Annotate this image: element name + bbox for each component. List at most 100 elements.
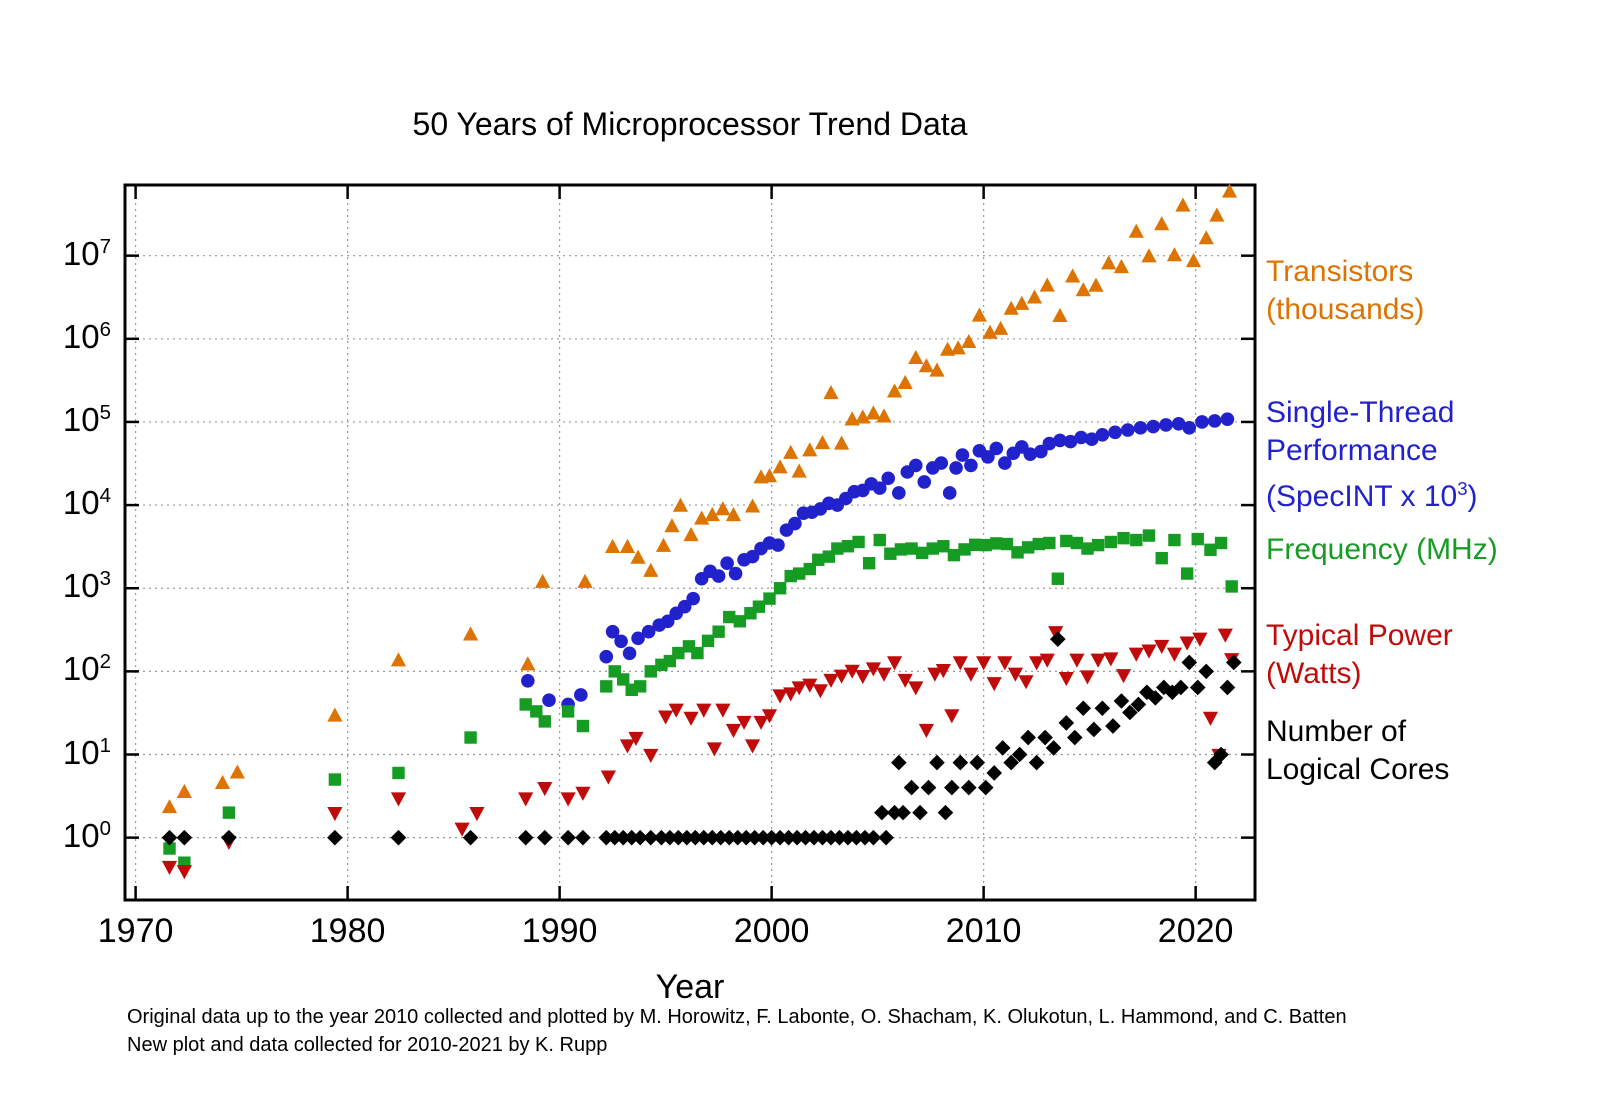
data-point-diamond — [1189, 679, 1206, 696]
data-point-square — [1043, 536, 1056, 550]
data-point-circle — [677, 599, 692, 614]
data-point-triangle-down — [976, 656, 992, 671]
data-point-square — [958, 543, 971, 556]
data-point-triangle-up — [744, 498, 761, 513]
data-point-triangle-down — [706, 742, 722, 757]
data-point-diamond — [831, 829, 848, 846]
data-point-triangle-down — [744, 739, 761, 754]
data-point-diamond — [687, 829, 704, 846]
data-point-triangle-up — [823, 384, 839, 400]
data-point-diamond — [746, 829, 763, 846]
data-point-circle — [1146, 419, 1161, 434]
data-point-diamond — [623, 829, 640, 846]
data-point-triangle-down — [1018, 675, 1034, 690]
data-point-diamond — [606, 829, 623, 846]
data-point-square — [884, 547, 897, 560]
data-point-circle — [788, 516, 802, 531]
data-point-diamond — [969, 754, 986, 771]
data-point-triangle-up — [961, 333, 977, 349]
data-point-triangle-up — [1166, 247, 1183, 262]
data-point-diamond — [1075, 700, 1092, 717]
data-point-diamond — [653, 829, 670, 846]
data-point-triangle-down — [1103, 652, 1119, 667]
data-point-triangle-up — [1154, 216, 1170, 231]
data-point-diamond — [615, 829, 632, 846]
data-point-circle — [660, 614, 675, 629]
data-point-circle — [892, 486, 906, 500]
data-point-triangle-up — [908, 349, 924, 364]
data-point-square — [1032, 537, 1045, 551]
data-point-diamond — [857, 829, 873, 846]
data-point-triangle-up — [939, 341, 956, 356]
data-point-triangle-up — [535, 573, 551, 588]
data-point-diamond — [632, 829, 648, 846]
data-point-triangle-up — [630, 549, 646, 564]
attribution-line-1: Original data up to the year 2010 collec… — [127, 1006, 1347, 1028]
data-point-triangle-up — [1003, 300, 1019, 315]
y-tick-label: 103 — [62, 567, 111, 605]
data-point-triangle-down — [935, 664, 951, 679]
data-point-diamond — [1130, 696, 1147, 713]
data-point-triangle-down — [812, 684, 828, 699]
data-point-triangle-down — [986, 677, 1002, 692]
data-point-diamond — [221, 829, 237, 846]
data-point-triangle-down — [833, 669, 850, 684]
data-point-diamond — [986, 765, 1003, 781]
data-point-square — [691, 646, 704, 660]
data-point-triangle-down — [454, 822, 470, 837]
data-point-triangle-down — [668, 703, 684, 718]
data-point-square — [328, 773, 342, 786]
data-point-square — [1168, 533, 1181, 547]
data-point-triangle-down — [575, 786, 591, 801]
data-point-triangle-down — [1079, 670, 1096, 685]
data-point-diamond — [695, 829, 712, 846]
data-point-square — [947, 548, 961, 562]
data-point-circle — [622, 646, 637, 661]
data-point-square — [862, 556, 876, 570]
data-point-triangle-down — [390, 792, 407, 807]
data-point-triangle-up — [577, 573, 593, 588]
data-point-circle — [949, 461, 963, 475]
data-point-diamond — [814, 829, 831, 846]
data-point-square — [1011, 546, 1024, 559]
data-point-triangle-up — [1185, 253, 1202, 268]
data-point-square — [803, 562, 816, 576]
data-point-circle — [521, 674, 535, 688]
data-point-diamond — [161, 829, 178, 846]
data-point-circle — [981, 450, 995, 464]
data-point-triangle-down — [683, 711, 699, 726]
data-point-square — [968, 538, 982, 551]
data-point-triangle-up — [176, 783, 192, 799]
data-point-diamond — [823, 829, 839, 846]
data-point-circle — [1159, 418, 1173, 432]
data-point-circle — [1171, 416, 1186, 431]
data-point-circle — [881, 471, 896, 486]
legend-item-triangle-down: Typical Power (Watts) — [1266, 619, 1453, 690]
data-point-circle — [1108, 425, 1122, 440]
data-point-diamond — [874, 804, 890, 821]
data-point-diamond — [1213, 746, 1229, 763]
data-point-diamond — [937, 804, 954, 821]
data-point-triangle-up — [814, 435, 831, 450]
data-point-triangle-down — [1069, 653, 1085, 668]
data-point-square — [873, 533, 886, 547]
data-point-triangle-down — [997, 656, 1013, 671]
data-point-triangle-up — [833, 435, 850, 450]
data-point-diamond — [662, 829, 678, 846]
x-axis-label: Year — [655, 968, 725, 1006]
data-point-square — [1091, 538, 1105, 552]
data-point-square — [644, 665, 657, 678]
data-point-circle — [1095, 428, 1110, 442]
data-point-triangle-up — [1039, 277, 1055, 292]
y-tick-label: 105 — [62, 401, 111, 439]
data-point-triangle-down — [658, 710, 674, 725]
data-point-square — [926, 542, 939, 555]
data-point-square — [979, 538, 992, 552]
data-point-triangle-down — [1128, 647, 1144, 662]
data-point-triangle-up — [214, 774, 231, 789]
data-point-triangle-down — [600, 770, 616, 785]
data-point-circle — [1074, 430, 1088, 445]
data-point-circle — [605, 624, 620, 639]
data-point-diamond — [840, 829, 856, 846]
